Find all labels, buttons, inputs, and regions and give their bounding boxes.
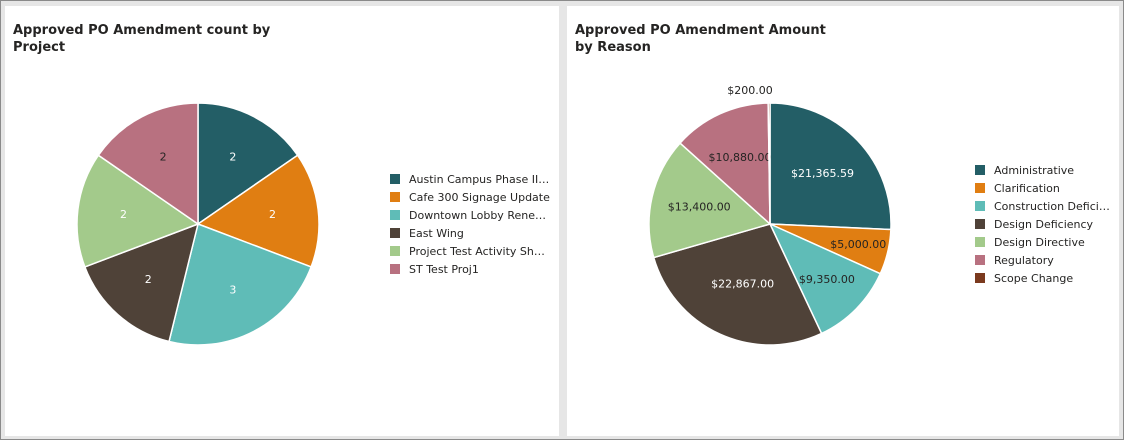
legend-swatch (975, 183, 985, 193)
pie-chart-amount-by-reason: $21,365.59 $5,000.00 $9,350.00 $22,867.00 $1… (648, 84, 892, 346)
pie-slice-st-test-proj1[interactable] (97, 102, 199, 226)
data-label-st-test-proj1: 2 (160, 151, 167, 164)
legend-amount-by-reason: Administrative Clarification Construction … (975, 161, 1115, 287)
data-label-construction-deficiency: $9,350.00 (799, 273, 855, 286)
legend-count-by-project: Austin Campus Phase II Ex... Cafe 300 Sig… (390, 170, 550, 278)
legend-swatch (975, 219, 985, 229)
data-label-east-wing: 2 (145, 273, 152, 286)
legend-label: Administrative (994, 163, 1075, 177)
legend-label: Scope Change (994, 271, 1074, 285)
legend-item-austin-campus-phase-ii-ex[interactable]: Austin Campus Phase II Ex... (390, 170, 550, 188)
legend-item-st-test-proj1[interactable]: ST Test Proj1 (390, 260, 550, 278)
legend-swatch (390, 264, 400, 274)
data-label-regulatory: $10,880.00 (709, 151, 772, 164)
pie-slice-downtown-lobby-renewal[interactable] (168, 222, 313, 346)
legend-item-cafe-300-signage-update[interactable]: Cafe 300 Signage Update (390, 188, 550, 206)
pie-slice-project-test-activity-sheet[interactable] (76, 154, 200, 268)
pie-slice-cafe-300-signage-update[interactable] (196, 154, 320, 268)
data-label-austin-campus-phase-ii-ex: 2 (229, 151, 236, 164)
legend-swatch (390, 246, 400, 256)
legend-swatch (390, 174, 400, 184)
legend-swatch (975, 255, 985, 265)
legend-item-design-directive[interactable]: Design Directive (975, 233, 1115, 251)
legend-label: Downtown Lobby Renewal (409, 208, 550, 222)
legend-item-east-wing[interactable]: East Wing (390, 224, 550, 242)
legend-label: Design Deficiency (994, 217, 1094, 231)
pie-slice-design-directive[interactable] (648, 142, 772, 259)
legend-item-downtown-lobby-renewal[interactable]: Downtown Lobby Renewal (390, 206, 550, 224)
pie-slice-construction-deficiency[interactable] (768, 222, 882, 335)
data-label-downtown-lobby-renewal: 3 (229, 283, 236, 296)
legend-label: Design Directive (994, 235, 1085, 249)
legend-label: Construction Deficiency (994, 199, 1115, 213)
legend-item-construction-deficiency[interactable]: Construction Deficiency (975, 197, 1115, 215)
legend-label: Project Test Activity Sheet (409, 244, 550, 258)
legend-item-design-deficiency[interactable]: Design Deficiency (975, 215, 1115, 233)
legend-swatch (975, 273, 985, 283)
legend-item-project-test-activity-sheet[interactable]: Project Test Activity Sheet (390, 242, 550, 260)
legend-label: Clarification (994, 181, 1060, 195)
count-by-project-panel: Approved PO Amendment count by Project 2… (5, 6, 559, 436)
data-label-administrative: $21,365.59 (791, 167, 854, 180)
pie-chart-count-by-project: 2 2 3 2 2 2 (76, 102, 320, 346)
legend-label: Cafe 300 Signage Update (409, 190, 550, 204)
legend-item-scope-change[interactable]: Scope Change (975, 269, 1115, 287)
legend-swatch (975, 201, 985, 211)
data-label-design-directive: $13,400.00 (668, 201, 731, 214)
legend-item-clarification[interactable]: Clarification (975, 179, 1115, 197)
pie-slice-design-deficiency[interactable] (652, 223, 823, 346)
pie-slice-administrative[interactable] (769, 102, 892, 231)
legend-swatch (975, 165, 985, 175)
legend-label: Austin Campus Phase II Ex... (409, 172, 550, 186)
data-label-cafe-300-signage-update: 2 (269, 208, 276, 221)
legend-item-administrative[interactable]: Administrative (975, 161, 1115, 179)
legend-label: ST Test Proj1 (409, 262, 479, 276)
data-label-scope-change: $200.00 (727, 84, 773, 97)
data-label-project-test-activity-sheet: 2 (120, 208, 127, 221)
legend-label: East Wing (409, 226, 464, 240)
legend-item-regulatory[interactable]: Regulatory (975, 251, 1115, 269)
legend-swatch (390, 228, 400, 238)
amount-by-reason-panel: Approved PO Amendment Amount by Reason $… (567, 6, 1119, 436)
pie-slice-scope-change[interactable] (767, 102, 771, 225)
chart-title: Approved PO Amendment count by Project (13, 23, 271, 55)
chart-title: Approved PO Amendment Amount by Reason (575, 23, 826, 55)
pie-slice-austin-campus-phase-ii-ex[interactable] (197, 102, 299, 226)
data-label-clarification: $5,000.00 (830, 238, 886, 251)
legend-label: Regulatory (994, 253, 1054, 267)
pie-slice-regulatory[interactable] (678, 102, 771, 226)
data-label-design-deficiency: $22,867.00 (711, 278, 774, 291)
legend-swatch (975, 237, 985, 247)
pie-slice-east-wing[interactable] (83, 222, 200, 343)
legend-swatch (390, 210, 400, 220)
legend-swatch (390, 192, 400, 202)
